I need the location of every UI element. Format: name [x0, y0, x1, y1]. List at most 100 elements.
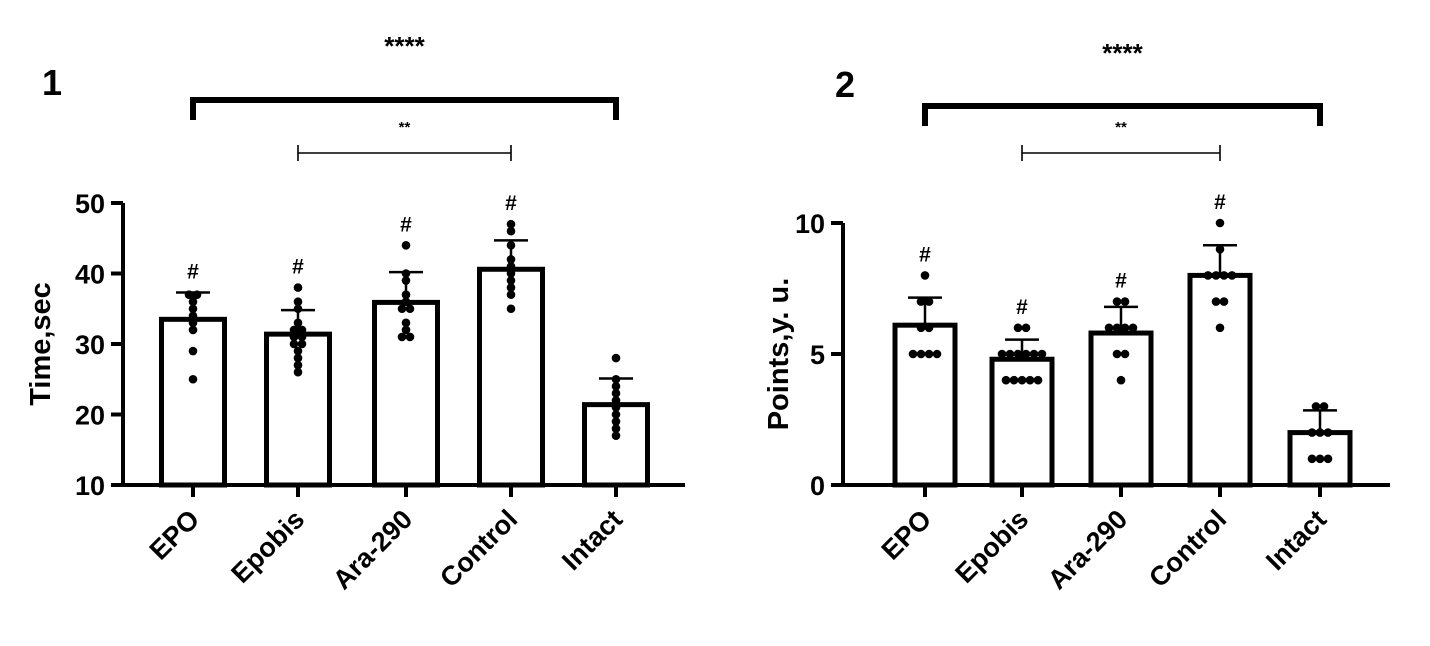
y-tick-label: 0	[810, 471, 825, 501]
data-point	[611, 389, 621, 398]
data-point	[611, 396, 621, 405]
data-point	[293, 346, 303, 356]
data-point	[1211, 271, 1221, 280]
data-point	[1112, 349, 1122, 359]
category-label: EPO	[876, 504, 938, 566]
data-point	[401, 318, 411, 328]
data-point	[1025, 375, 1035, 385]
data-point	[1116, 375, 1126, 385]
category-label: Control	[1143, 504, 1232, 593]
data-point	[297, 339, 307, 349]
data-point	[506, 276, 516, 285]
data-point	[192, 290, 202, 299]
data-point	[916, 297, 926, 306]
data-point	[1001, 375, 1011, 385]
y-axis-label: Points,y. u.	[763, 278, 795, 431]
data-point	[611, 403, 621, 412]
data-point	[289, 339, 299, 349]
significance-mark: #	[919, 243, 931, 266]
significance-mark: #	[400, 213, 412, 236]
significance-mark: #	[505, 192, 517, 215]
category-label: Control	[434, 504, 523, 593]
significance-mark: #	[187, 261, 199, 284]
data-point	[1120, 297, 1130, 306]
comparison-bracket	[190, 97, 619, 120]
data-point	[293, 318, 303, 328]
data-point	[401, 290, 411, 299]
data-point	[1307, 428, 1317, 437]
data-point	[1029, 349, 1039, 359]
data-point	[506, 269, 516, 278]
data-point	[611, 410, 621, 419]
data-point	[1307, 454, 1317, 464]
data-point	[506, 262, 516, 271]
category-label: Epobis	[225, 504, 310, 589]
data-point	[1203, 271, 1213, 280]
data-point	[401, 269, 411, 278]
data-point	[1319, 402, 1329, 411]
data-point	[611, 374, 621, 384]
significance-mark: #	[1214, 191, 1226, 214]
data-point	[916, 323, 926, 333]
comparison-label: **	[1115, 119, 1127, 136]
data-point	[297, 332, 307, 342]
data-point	[1211, 297, 1221, 306]
data-point	[1005, 349, 1015, 359]
data-point	[293, 304, 303, 314]
data-point	[289, 332, 299, 342]
data-point	[924, 349, 934, 359]
data-point	[188, 297, 198, 307]
comparison-bracket	[922, 103, 1323, 126]
data-point	[1112, 323, 1122, 333]
data-point	[1013, 323, 1023, 333]
data-point	[611, 424, 621, 433]
data-point	[1017, 375, 1027, 385]
y-tick-label: 5	[810, 340, 825, 370]
data-point	[1323, 428, 1333, 437]
bar-control	[477, 266, 545, 488]
data-point	[1311, 402, 1321, 411]
data-point	[611, 382, 621, 391]
bar-epo	[159, 316, 227, 488]
data-point	[289, 325, 299, 335]
significance-mark: #	[292, 256, 304, 279]
data-point	[1315, 428, 1325, 437]
data-point	[506, 283, 516, 292]
data-point	[1037, 349, 1047, 359]
data-point	[297, 325, 307, 335]
y-tick-label: 10	[795, 209, 825, 239]
category-label: Epobis	[949, 504, 1034, 589]
y-tick-label: 20	[75, 401, 105, 431]
panel-label: 2	[835, 64, 855, 105]
data-point	[293, 297, 303, 307]
data-point	[1104, 323, 1114, 333]
data-point	[188, 304, 198, 314]
data-point	[1021, 323, 1031, 333]
data-point	[188, 318, 198, 328]
comparison-label: ****	[1102, 38, 1143, 68]
data-point	[908, 349, 918, 359]
data-point	[1013, 349, 1023, 359]
data-point	[1215, 244, 1225, 254]
data-point	[188, 346, 198, 356]
category-label: Intact	[1260, 504, 1332, 576]
data-point	[1021, 349, 1031, 359]
data-point	[506, 290, 516, 299]
comparison-bracket	[1021, 145, 1221, 161]
data-point	[924, 323, 934, 333]
data-point	[916, 349, 926, 359]
data-point	[920, 271, 930, 280]
data-point	[188, 311, 198, 321]
data-point	[1215, 323, 1225, 333]
data-point	[401, 276, 411, 285]
data-point	[1215, 218, 1225, 228]
data-point	[1128, 323, 1138, 333]
data-point	[293, 283, 303, 292]
category-label: Ara-290	[327, 504, 418, 595]
category-label: Ara-290	[1042, 504, 1133, 595]
bar-epo	[892, 322, 958, 488]
y-axis-label: Time,sec	[25, 282, 57, 406]
data-point	[506, 226, 516, 236]
chart-panel-1: 1 Time,sec 10 20 30 40 50 # EPO # Epobis # Ara-290…	[25, 31, 685, 595]
